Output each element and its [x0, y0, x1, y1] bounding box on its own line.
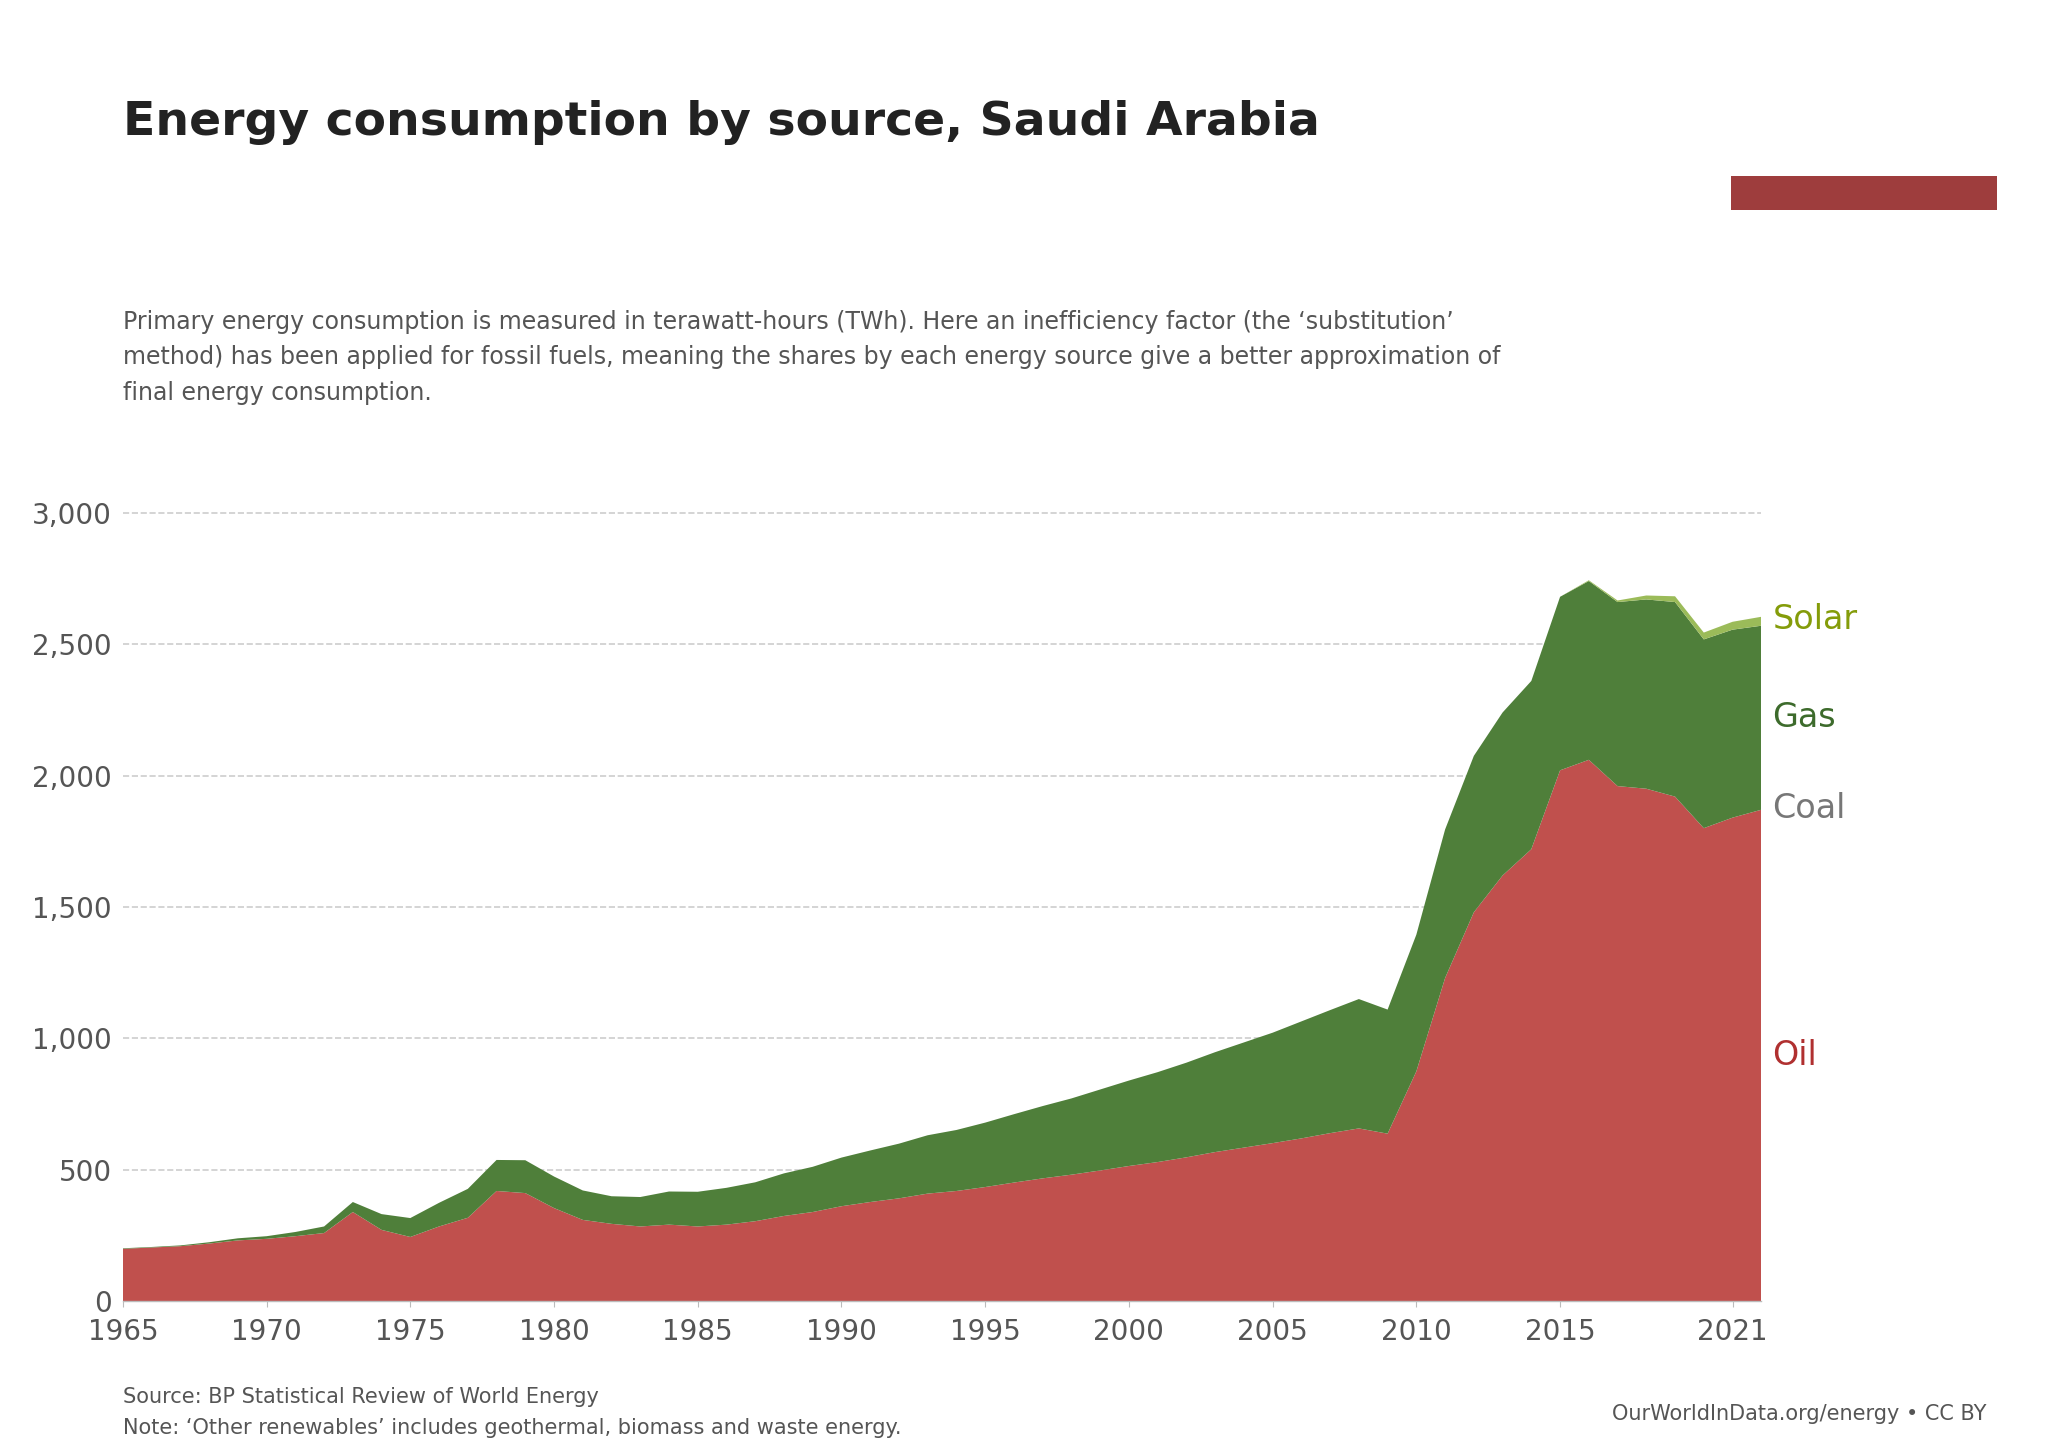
Bar — [1731, 175, 1997, 210]
Text: Source: BP Statistical Review of World Energy: Source: BP Statistical Review of World E… — [123, 1387, 598, 1407]
Text: Primary energy consumption is measured in terawatt-hours (TWh). Here an ineffici: Primary energy consumption is measured i… — [123, 309, 1501, 405]
Text: Note: ‘Other renewables’ includes geothermal, biomass and waste energy.: Note: ‘Other renewables’ includes geothe… — [123, 1419, 901, 1439]
Text: Our World: Our World — [1788, 69, 1939, 94]
Text: Coal: Coal — [1772, 792, 1845, 826]
Text: Solar: Solar — [1772, 603, 1858, 636]
Text: Energy consumption by source, Saudi Arabia: Energy consumption by source, Saudi Arab… — [123, 100, 1319, 145]
Text: in Data: in Data — [1810, 120, 1917, 146]
Text: Oil: Oil — [1772, 1040, 1817, 1071]
Text: Gas: Gas — [1772, 701, 1835, 735]
Text: OurWorldInData.org/energy • CC BY: OurWorldInData.org/energy • CC BY — [1612, 1404, 1987, 1424]
